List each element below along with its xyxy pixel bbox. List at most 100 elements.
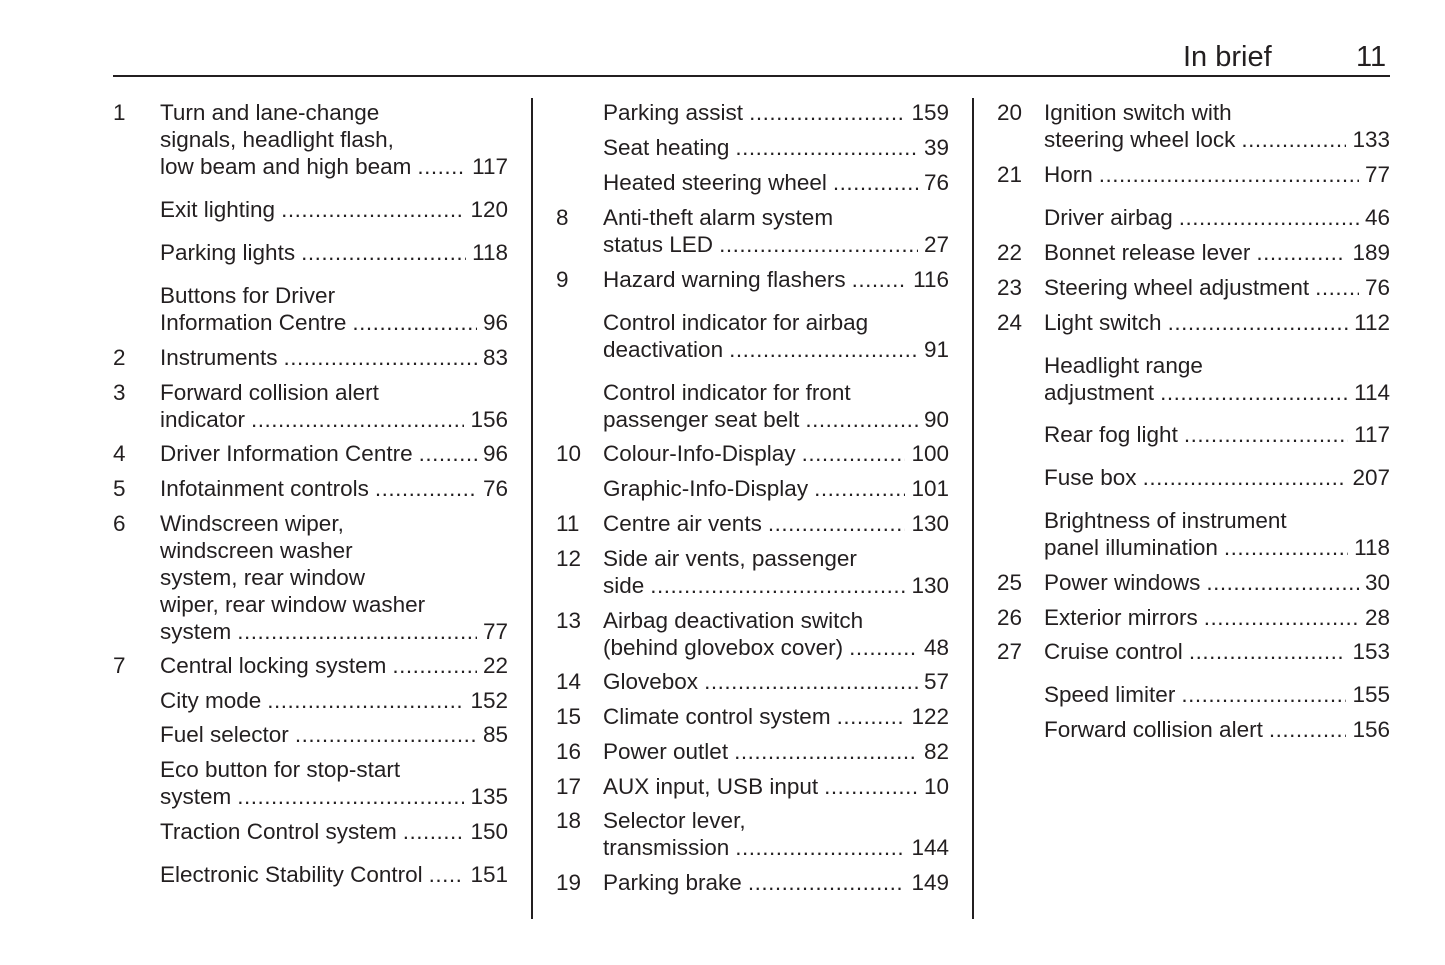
entry-label: Colour-Info-Display	[603, 441, 796, 466]
entry-label: transmission	[603, 835, 730, 860]
page-reference: 112	[1354, 310, 1390, 335]
entry-label: Heated steering wheel	[603, 170, 827, 195]
entry-label: Infotainment controls	[160, 476, 369, 501]
dot-leader: ........................................…	[851, 267, 908, 292]
entry-label: Exterior mirrors	[1044, 605, 1198, 630]
entry-number: 15	[556, 704, 582, 729]
dot-leader: ........................................…	[1203, 605, 1359, 630]
column-divider	[972, 98, 974, 919]
page-reference: 130	[911, 511, 949, 536]
entry-label: Central locking system	[160, 653, 387, 678]
page-reference: 85	[482, 722, 508, 747]
page-reference: 48	[923, 635, 949, 660]
page-reference: 101	[911, 476, 949, 501]
page-reference: 159	[911, 100, 949, 125]
entry-number: 5	[113, 476, 126, 501]
entry-label: Windscreen wiper,	[160, 511, 344, 536]
entry-number: 7	[113, 653, 126, 678]
page-reference: 96	[482, 310, 508, 335]
entry-number: 16	[556, 739, 582, 764]
dot-leader: ........................................…	[1256, 240, 1346, 265]
entry-label: windscreen washer	[160, 538, 353, 563]
page-reference: 83	[482, 345, 508, 370]
dot-leader: ........................................…	[428, 862, 465, 887]
dot-leader: ........................................…	[801, 441, 906, 466]
dot-leader: ........................................…	[237, 619, 477, 644]
dot-leader: ........................................…	[824, 774, 918, 799]
entry-label: Parking lights	[160, 240, 296, 265]
entry-label: side	[603, 573, 645, 598]
entry-label: Forward collision alert	[1044, 717, 1263, 742]
page-reference: 57	[923, 669, 949, 694]
entry-number: 1	[113, 100, 126, 125]
entry-number: 21	[997, 162, 1023, 187]
entry-number: 3	[113, 380, 126, 405]
page-reference: 39	[923, 135, 949, 160]
page-reference: 133	[1352, 127, 1390, 152]
entry-number: 22	[997, 240, 1023, 265]
entry-label: Buttons for Driver	[160, 283, 336, 308]
section-title: In brief	[1183, 41, 1272, 73]
entry-number: 17	[556, 774, 582, 799]
entry-label: City mode	[160, 688, 262, 713]
page-reference: 150	[470, 819, 508, 844]
dot-leader: ........................................…	[814, 476, 905, 501]
entry-number: 11	[556, 511, 580, 536]
dot-leader: ........................................…	[1188, 639, 1347, 664]
page-reference: 76	[482, 476, 508, 501]
page-reference: 207	[1352, 465, 1390, 490]
dot-leader: ........................................…	[294, 722, 477, 747]
dot-leader: ........................................…	[749, 100, 906, 125]
dot-leader: ........................................…	[719, 232, 918, 257]
dot-leader: ........................................…	[281, 197, 464, 222]
entry-label: Control indicator for airbag	[603, 310, 869, 335]
entry-label: Light switch	[1044, 310, 1162, 335]
page-reference: 100	[911, 441, 949, 466]
dot-leader: ........................................…	[1223, 535, 1348, 560]
entry-label: Seat heating	[603, 135, 730, 160]
dot-leader: ........................................…	[1098, 162, 1359, 187]
entry-label: signals, headlight flash,	[160, 127, 394, 152]
dot-leader: ........................................…	[417, 154, 466, 179]
entry-number: 27	[997, 639, 1023, 664]
entry-label: Selector lever,	[603, 808, 746, 833]
dot-leader: ........................................…	[1178, 205, 1359, 230]
entry-number: 18	[556, 808, 582, 833]
entry-number: 9	[556, 267, 569, 292]
entry-label: Fuel selector	[160, 722, 289, 747]
page-reference: 116	[913, 267, 949, 292]
dot-leader: ........................................…	[1315, 275, 1359, 300]
entry-label: Side air vents, passenger	[603, 546, 857, 571]
entry-label: Turn and lane-change	[160, 100, 380, 125]
dot-leader: ........................................…	[1241, 127, 1346, 152]
dot-leader: ........................................…	[1181, 682, 1347, 707]
dot-leader: ........................................…	[1206, 570, 1359, 595]
page-reference: 76	[1364, 275, 1390, 300]
entry-label: Bonnet release lever	[1044, 240, 1251, 265]
entry-label: Eco button for stop-start	[160, 757, 401, 782]
page-reference: 135	[470, 784, 508, 809]
page-number: 11	[1356, 41, 1387, 73]
entry-label: Rear fog light	[1044, 422, 1178, 447]
entry-label: system	[160, 619, 232, 644]
entry-label: Fuse box	[1044, 465, 1137, 490]
entry-label: wiper, rear window washer	[160, 592, 426, 617]
dot-leader: ........................................…	[849, 635, 918, 660]
entry-label: Cruise control	[1044, 639, 1183, 664]
entry-label: Hazard warning flashers	[603, 267, 846, 292]
page-reference: 144	[911, 835, 949, 860]
entry-label: Parking assist	[603, 100, 744, 125]
page-reference: 27	[923, 232, 949, 257]
entry-label: Headlight range	[1044, 353, 1203, 378]
page-reference: 156	[1352, 717, 1390, 742]
entry-label: Centre air vents	[603, 511, 762, 536]
entry-label: Climate control system	[603, 704, 831, 729]
entry-label: Control indicator for front	[603, 380, 851, 405]
page-reference: 189	[1352, 240, 1390, 265]
dot-leader: ........................................…	[374, 476, 477, 501]
dot-leader: ........................................…	[352, 310, 477, 335]
entry-label: Brightness of instrument	[1044, 508, 1287, 533]
entry-label: Power outlet	[603, 739, 729, 764]
dot-leader: ........................................…	[805, 407, 918, 432]
dot-leader: ........................................…	[650, 573, 905, 598]
